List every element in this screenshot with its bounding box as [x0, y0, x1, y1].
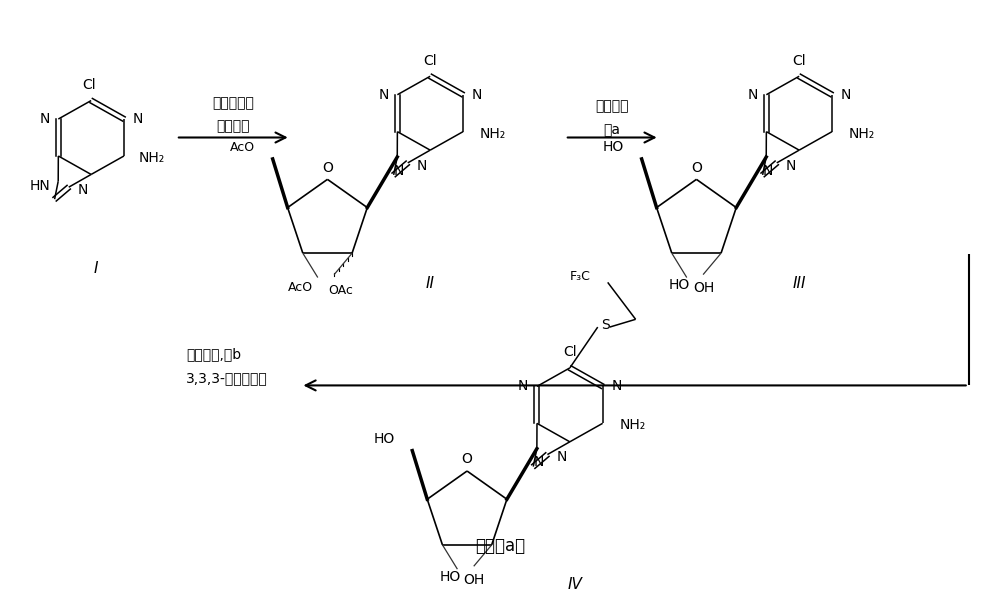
Text: NH₂: NH₂ [139, 151, 165, 165]
Text: 四乙酰核糖: 四乙酰核糖 [212, 96, 254, 111]
Text: OH: OH [693, 281, 714, 295]
Text: N: N [786, 159, 796, 173]
Text: 第三溶剂,碱b: 第三溶剂,碱b [186, 348, 241, 361]
Text: O: O [691, 160, 702, 175]
Text: 3,3,3-三氟丙硫醇: 3,3,3-三氟丙硫醇 [186, 372, 268, 385]
Text: S: S [601, 318, 610, 332]
Text: HN: HN [30, 179, 51, 193]
Text: N: N [472, 88, 482, 102]
Text: O: O [462, 452, 473, 466]
Text: NH₂: NH₂ [480, 127, 506, 141]
Text: III: III [792, 276, 806, 291]
Text: IV: IV [567, 577, 582, 592]
Text: N: N [417, 159, 427, 173]
Text: I: I [94, 261, 98, 276]
Text: Cl: Cl [563, 345, 577, 359]
Text: HO: HO [439, 570, 460, 584]
Text: NH₂: NH₂ [619, 419, 646, 432]
Text: HO: HO [374, 432, 395, 446]
Text: HO: HO [669, 278, 690, 292]
Text: 碱a: 碱a [603, 124, 620, 138]
Text: N: N [556, 451, 567, 465]
Text: N: N [133, 112, 143, 126]
Text: F₃C: F₃C [569, 270, 590, 283]
Text: N: N [394, 163, 404, 178]
Text: AcO: AcO [288, 281, 313, 294]
Text: N: N [747, 88, 758, 102]
Text: 第一溶剂: 第一溶剂 [216, 119, 249, 133]
Text: N: N [611, 379, 622, 394]
Text: OH: OH [464, 573, 485, 587]
Text: Cl: Cl [792, 54, 806, 67]
Text: N: N [763, 163, 773, 178]
Text: HO: HO [603, 140, 624, 155]
Text: N: N [378, 88, 389, 102]
Text: N: N [77, 183, 88, 197]
Text: 第二溶剂: 第二溶剂 [595, 99, 628, 114]
Text: OAc: OAc [328, 284, 353, 297]
Text: Cl: Cl [82, 78, 96, 92]
Text: AcO: AcO [230, 141, 255, 154]
Text: O: O [322, 160, 333, 175]
Text: N: N [841, 88, 851, 102]
Text: Cl: Cl [423, 54, 437, 67]
Text: II: II [426, 276, 435, 291]
Text: 路线（a）: 路线（a） [475, 537, 525, 555]
Text: N: N [518, 379, 528, 394]
Text: N: N [39, 112, 50, 126]
Text: NH₂: NH₂ [849, 127, 875, 141]
Text: N: N [534, 455, 544, 469]
